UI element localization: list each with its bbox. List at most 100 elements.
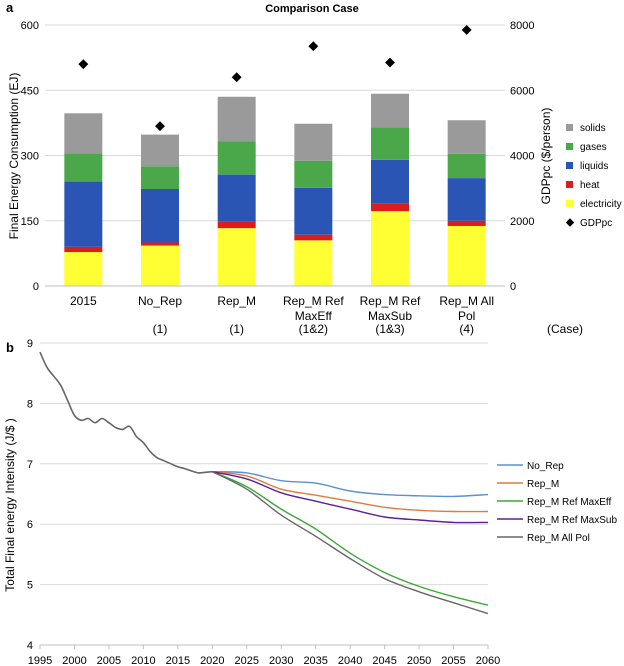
chart-a-title: Comparison Case <box>265 3 359 15</box>
bar-segment-heat <box>447 220 486 226</box>
bar-segment-liquids <box>371 159 409 204</box>
y-tick-label: 300 <box>21 151 39 163</box>
legend-label: Rep_M All Pol <box>527 533 590 544</box>
chart-b-axes: 4 5 6 7 8 9 1995 2000 2005 2010 2015 2020 2025 2030 20… <box>27 338 500 666</box>
case-label: (4) <box>459 322 474 336</box>
bar-segment-heat <box>141 242 179 246</box>
legend-label: gases <box>580 142 607 153</box>
y-tick-label: 150 <box>21 216 39 228</box>
category-label: Rep_M <box>217 294 256 308</box>
bar-segment-solids <box>447 120 486 154</box>
chart-b-ylabel: Total Final energy Intensity (J/$ ) <box>3 418 17 591</box>
y-tick-label: 6 <box>27 519 33 531</box>
gdp-marker <box>461 24 472 35</box>
case-label: (1&3) <box>375 322 404 336</box>
y-tick-label: 0 <box>33 281 39 293</box>
case-label: (1&2) <box>299 322 328 336</box>
category-label: No_Rep <box>138 294 182 308</box>
gdp-marker <box>155 121 165 132</box>
legend-label: solids <box>580 123 606 134</box>
bar-segment-electricity <box>447 225 486 286</box>
series-line-Rep_M-All-Pol <box>211 471 489 615</box>
legend-label: heat <box>580 180 600 191</box>
bar-segment-electricity <box>371 211 409 286</box>
series-line-Rep_M-Ref-MaxEff <box>212 471 489 606</box>
legend-label: Rep_M Ref MaxEff <box>527 497 612 508</box>
x-tick-label: 1995 <box>28 655 52 666</box>
legend-label: Rep_M <box>527 479 559 490</box>
x-tick-label: 2000 <box>62 655 86 666</box>
legend-swatch-heat <box>566 181 573 188</box>
gdp-marker <box>78 59 89 70</box>
category-label: Rep_M All <box>439 294 494 308</box>
legend-label: No_Rep <box>527 461 564 472</box>
bar-segment-solids <box>141 134 179 167</box>
x-tick-label: 2040 <box>338 655 362 666</box>
bar-segment-heat <box>217 221 256 229</box>
category-label: Rep_M Ref <box>360 294 421 308</box>
legend-label: Rep_M Ref MaxSub <box>527 515 617 526</box>
x-tick-label: 2005 <box>97 655 121 666</box>
chart-a-legend: solids gases liquids heat electricity GDPpc <box>565 123 622 229</box>
bar-segment-gases <box>447 153 486 179</box>
bar-segment-solids <box>294 123 333 161</box>
legend-swatch-gdp <box>565 218 575 227</box>
chart-b-gridlines <box>40 342 488 646</box>
bar-segment-gases <box>217 141 256 175</box>
chart-a-gridlines <box>45 24 505 287</box>
chart-b-legend: No_Rep Rep_M Rep_M Ref MaxEff Rep_M Ref Max… <box>497 461 617 544</box>
y-tick-label: 8 <box>27 398 33 410</box>
bar-segment-heat <box>371 203 409 212</box>
x-tick-label: 2025 <box>235 655 259 666</box>
legend-swatch-solids <box>566 124 573 131</box>
category-label: MaxEff <box>295 309 333 323</box>
series-line-Rep_M <box>212 471 489 513</box>
x-tick-label: 2060 <box>476 655 500 666</box>
gdp-marker <box>231 72 242 83</box>
y-tick-label: 4 <box>27 640 33 652</box>
panel-a-label: a <box>6 0 14 15</box>
y-tick-label: 450 <box>21 85 39 97</box>
x-tick-label: 2030 <box>269 655 293 666</box>
bar-segment-gases <box>371 127 409 160</box>
x-tick-label: 2035 <box>303 655 327 666</box>
bar-segment-solids <box>371 93 409 128</box>
y-tick-label: 7 <box>27 459 33 471</box>
y2-tick-label: 2000 <box>510 216 534 228</box>
x-tick-label: 2015 <box>166 655 190 666</box>
case-label: (1) <box>153 322 168 336</box>
category-label: Rep_M Ref <box>283 294 344 308</box>
y-tick-label: 9 <box>27 338 33 350</box>
case-axis-label: (Case) <box>547 322 583 336</box>
bar-segment-liquids <box>141 188 179 243</box>
y2-tick-label: 4000 <box>510 151 534 163</box>
bar-segment-liquids <box>294 187 333 235</box>
y2-tick-label: 6000 <box>510 85 534 97</box>
bar-segment-solids <box>217 96 256 142</box>
gdp-marker <box>385 57 395 68</box>
bar-segment-electricity <box>217 228 256 286</box>
bar-segment-solids <box>64 113 103 154</box>
y-tick-label: 5 <box>27 580 33 592</box>
x-tick-label: 2010 <box>131 655 155 666</box>
category-label: 2015 <box>70 294 97 308</box>
y2-tick-label: 8000 <box>510 20 534 32</box>
y-tick-label: 600 <box>21 20 39 32</box>
x-tick-label: 2050 <box>407 655 431 666</box>
bar-segment-electricity <box>141 245 179 286</box>
chart-b-lines <box>39 351 489 615</box>
bar-segment-liquids <box>447 178 486 221</box>
bar-segment-liquids <box>217 174 256 222</box>
chart-a-bars <box>64 24 486 286</box>
legend-swatch-gases <box>566 143 573 150</box>
x-tick-label: 2020 <box>200 655 224 666</box>
x-tick-label: 2045 <box>372 655 396 666</box>
bar-segment-gases <box>294 160 333 188</box>
x-tick-label: 2055 <box>441 655 465 666</box>
y2-tick-label: 0 <box>510 281 516 293</box>
history-line <box>39 351 213 474</box>
series-line-Rep_M-Ref-MaxSub <box>212 471 489 524</box>
bar-segment-gases <box>64 153 103 182</box>
